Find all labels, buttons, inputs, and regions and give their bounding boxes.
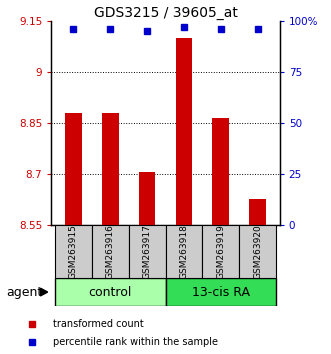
Text: GSM263919: GSM263919	[216, 224, 225, 279]
Title: GDS3215 / 39605_at: GDS3215 / 39605_at	[94, 6, 237, 20]
Bar	[176, 38, 192, 225]
Bar	[213, 118, 229, 225]
Text: agent: agent	[7, 286, 43, 298]
Text: GSM263917: GSM263917	[143, 224, 152, 279]
Bar	[65, 113, 82, 225]
Bar	[92, 225, 129, 278]
Bar	[55, 225, 92, 278]
Text: transformed count: transformed count	[53, 319, 144, 329]
Text: GSM263918: GSM263918	[179, 224, 188, 279]
Bar	[139, 172, 155, 225]
Text: GSM263915: GSM263915	[69, 224, 78, 279]
Text: 13-cis RA: 13-cis RA	[192, 286, 250, 298]
Bar	[129, 225, 166, 278]
Bar	[102, 113, 118, 225]
Bar	[55, 278, 166, 306]
Bar	[202, 225, 239, 278]
Text: control: control	[89, 286, 132, 298]
Text: GSM263916: GSM263916	[106, 224, 115, 279]
Bar	[166, 225, 202, 278]
Text: percentile rank within the sample: percentile rank within the sample	[53, 337, 218, 347]
Bar	[249, 199, 266, 225]
Text: GSM263920: GSM263920	[253, 224, 262, 279]
Bar	[166, 278, 276, 306]
Bar	[239, 225, 276, 278]
